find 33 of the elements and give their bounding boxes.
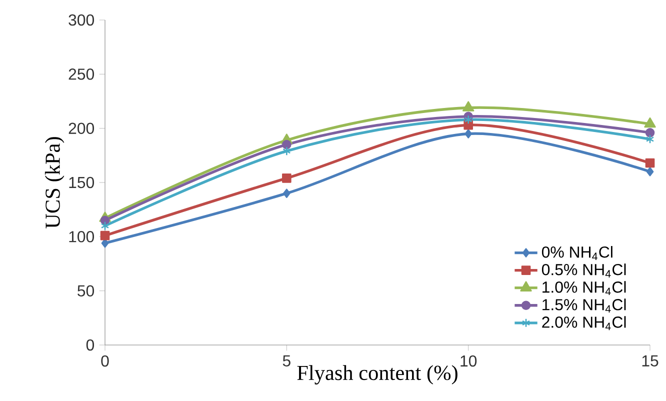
x-tick-label: 15 [642, 355, 658, 366]
point [646, 134, 654, 144]
point [646, 167, 654, 176]
point [282, 140, 292, 150]
y-tick-label: 50 [78, 285, 94, 296]
point [282, 174, 292, 183]
point [100, 216, 110, 226]
x-axis-title: Flyash content (%) [297, 365, 458, 384]
y-tick-label: 150 [69, 176, 94, 188]
legend-label: 0% NH$_{4}$Cl [542, 246, 612, 260]
y-tick-label: 100 [69, 231, 94, 242]
point [645, 128, 655, 138]
point [645, 158, 655, 168]
x-tick-label: 0 [101, 355, 109, 367]
point [100, 221, 110, 230]
x-tick-label: 10 [460, 355, 477, 367]
legend-label: 2.0% NH$_{4}$Cl [542, 316, 626, 330]
legend-label: 1.0% NH$_{4}$Cl [542, 281, 626, 296]
legend-label: 0.5% NH$_{4}$Cl [542, 264, 626, 278]
y-tick-label: 0 [86, 339, 94, 351]
point [462, 101, 474, 112]
y-tick-label: 300 [68, 14, 94, 26]
point [282, 146, 291, 156]
y-tick-label: 200 [68, 122, 94, 134]
point [464, 115, 472, 124]
point [283, 188, 290, 198]
point [100, 230, 110, 240]
point [464, 129, 472, 138]
y-axis-title: UCS (kPa) [44, 137, 64, 228]
legend-label: 1.5% NH$_{4}$Cl [542, 298, 626, 313]
x-tick-label: 5 [282, 355, 290, 366]
y-tick-label: 250 [68, 68, 94, 80]
point [644, 117, 656, 128]
